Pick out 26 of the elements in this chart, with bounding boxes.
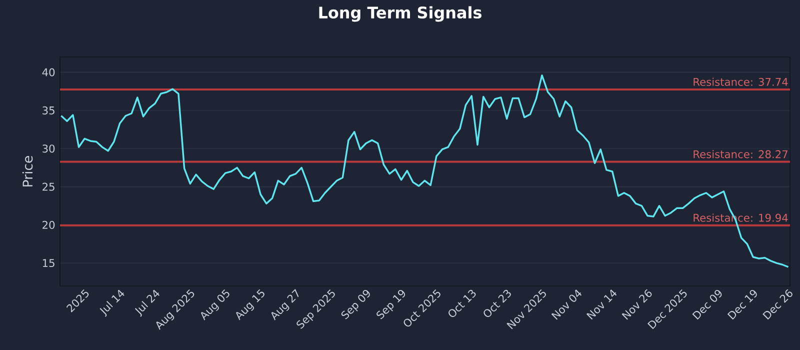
x-tick-label: Nov 26 bbox=[622, 289, 652, 320]
y-tick-label: 40 bbox=[42, 68, 55, 76]
ref-line-label: Resistance: 37.74 bbox=[694, 78, 788, 86]
chart-title: Long Term Signals bbox=[319, 6, 482, 22]
y-axis-title: Price bbox=[22, 156, 33, 186]
x-tick-label: Jul 24 bbox=[134, 290, 160, 317]
x-tick-label: Nov 04 bbox=[551, 290, 582, 320]
x-tick-label: Jul 14 bbox=[100, 290, 124, 317]
y-tick-label: 25 bbox=[42, 182, 54, 191]
y-tick-label: 30 bbox=[42, 144, 55, 153]
x-tick-label: Sep 19 bbox=[376, 290, 406, 320]
x-tick-label: Oct 23 bbox=[484, 290, 511, 317]
x-tick-label: Sep 09 bbox=[341, 290, 370, 320]
x-tick-label: Oct 13 bbox=[448, 290, 476, 317]
x-tick-label: Aug 05 bbox=[200, 289, 230, 320]
x-tick-label: Aug 27 bbox=[271, 288, 299, 320]
line-series bbox=[60, 74, 790, 268]
x-tick-label: Dec 26 bbox=[762, 289, 792, 320]
y-tick-label: 35 bbox=[42, 106, 54, 114]
x-tick-label: Nov 14 bbox=[586, 289, 617, 320]
y-tick-label: 15 bbox=[42, 259, 54, 268]
ref-line-label: Resistance: 28.27 bbox=[694, 150, 788, 158]
x-tick-label: Dec 09 bbox=[692, 290, 722, 320]
x-tick-label: Aug 15 bbox=[236, 289, 264, 320]
x-tick-label: Dec 19 bbox=[727, 290, 757, 320]
y-tick-label: 20 bbox=[42, 220, 55, 229]
